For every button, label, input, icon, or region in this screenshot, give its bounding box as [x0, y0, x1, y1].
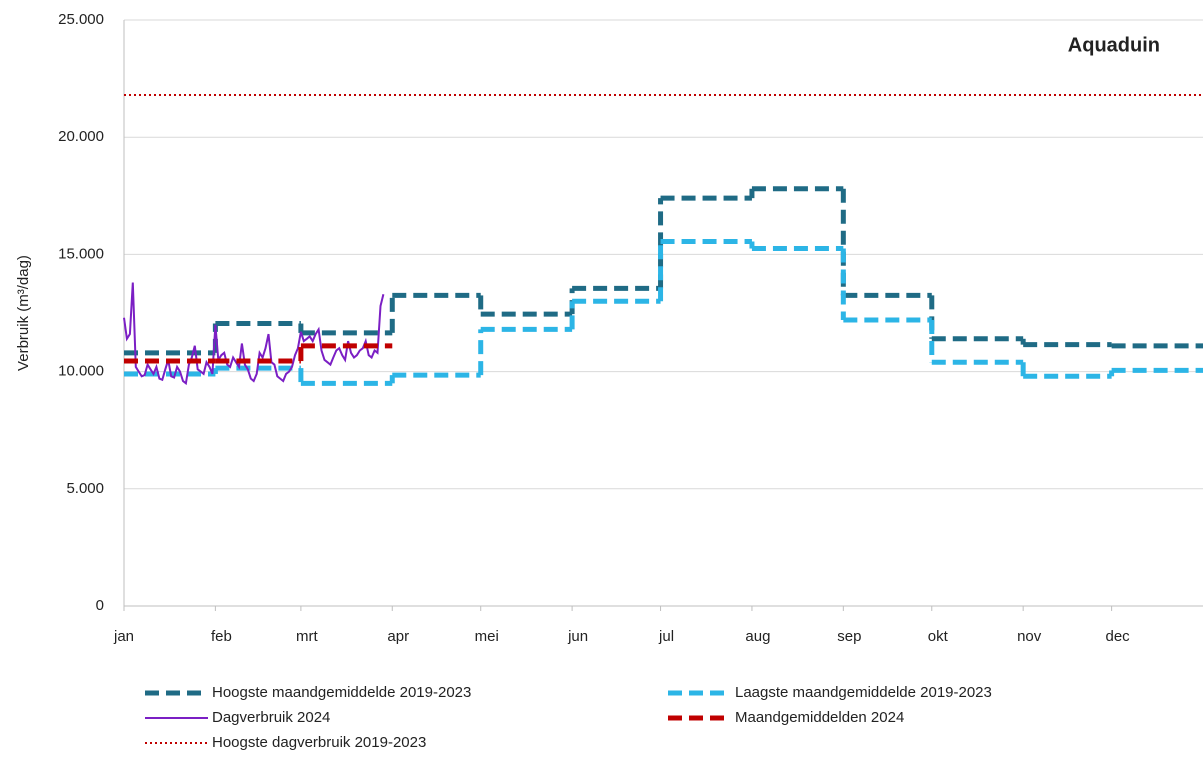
x-tick-label: mei	[475, 628, 499, 645]
y-tick-label: 5.000	[66, 480, 104, 497]
x-tick-label: jan	[113, 628, 134, 645]
x-tick-label: mrt	[296, 628, 318, 645]
legend-label: Laagste maandgemiddelde 2019-2023	[735, 684, 992, 701]
x-tick-label: aug	[745, 628, 770, 645]
legend-label: Hoogste dagverbruik 2019-2023	[212, 734, 426, 751]
legend-label: Dagverbruik 2024	[212, 709, 330, 726]
y-tick-label: 25.000	[58, 11, 104, 28]
x-tick-label: apr	[387, 628, 409, 645]
x-tick-label: jul	[658, 628, 674, 645]
legend-label: Hoogste maandgemiddelde 2019-2023	[212, 684, 471, 701]
x-tick-label: nov	[1017, 628, 1042, 645]
y-tick-label: 10.000	[58, 363, 104, 380]
x-tick-label: feb	[211, 628, 232, 645]
chart-title: Aquaduin	[1068, 34, 1160, 56]
y-tick-label: 15.000	[58, 245, 104, 262]
legend-label: Maandgemiddelden 2024	[735, 709, 904, 726]
x-tick-label: jun	[567, 628, 588, 645]
y-tick-label: 20.000	[58, 128, 104, 145]
x-tick-label: okt	[928, 628, 949, 645]
y-axis-label: Verbruik (m³/dag)	[15, 255, 32, 371]
x-tick-label: dec	[1106, 628, 1131, 645]
y-tick-label: 0	[96, 597, 104, 614]
x-tick-label: sep	[837, 628, 861, 645]
